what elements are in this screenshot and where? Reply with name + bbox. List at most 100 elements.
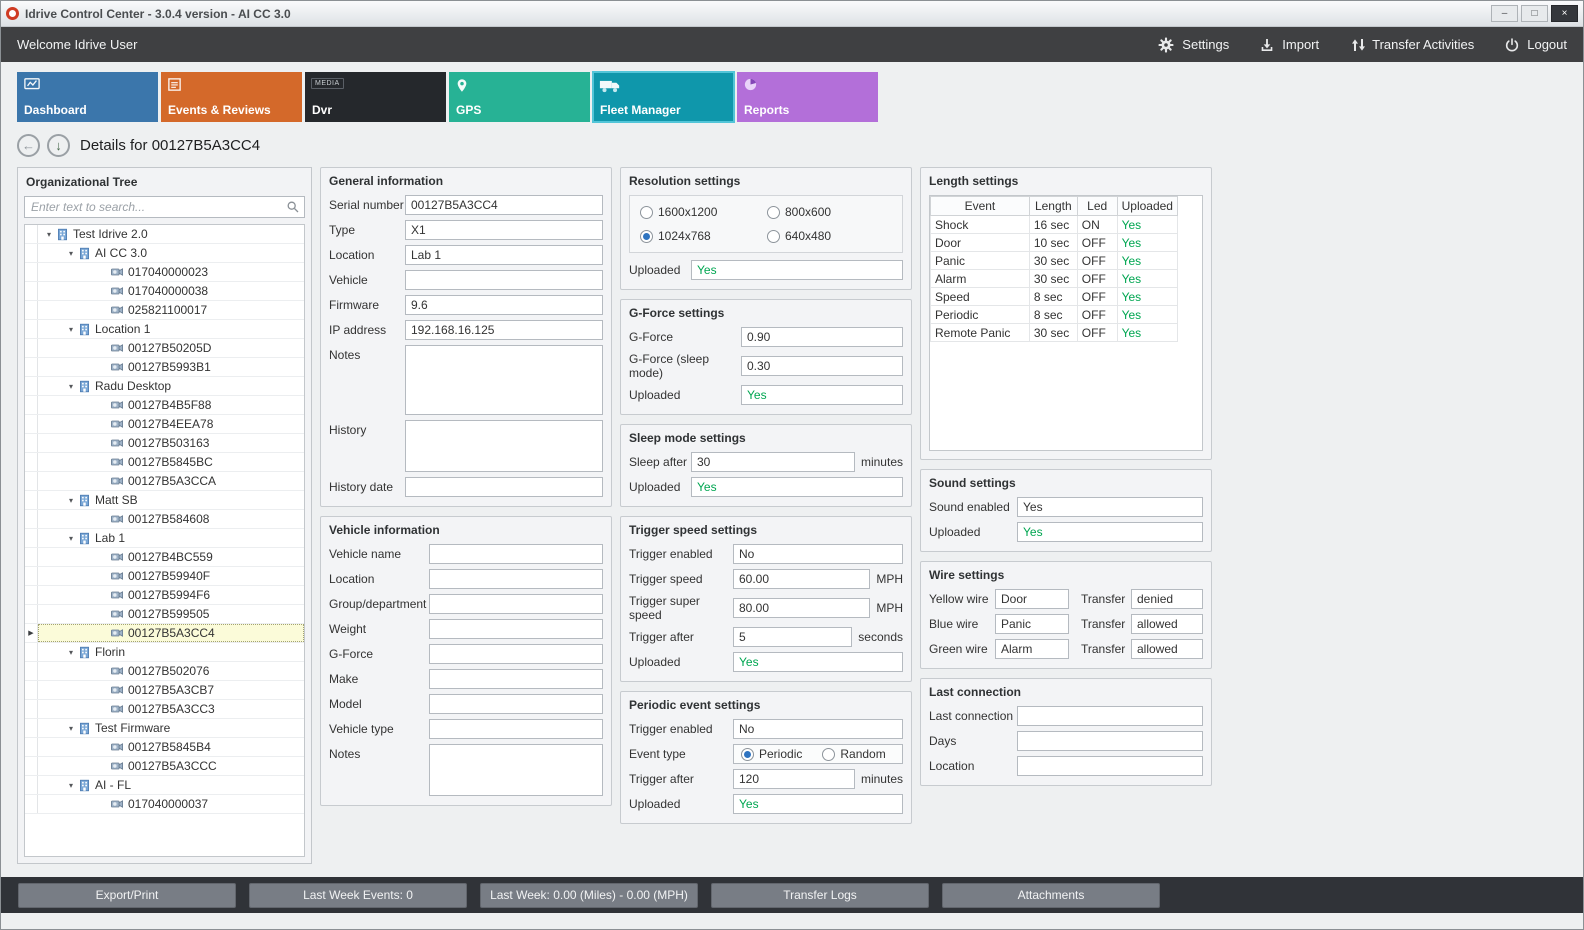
firmware-input[interactable] (405, 295, 603, 315)
tree-item[interactable]: ▾ AI CC 3.0 (25, 244, 304, 263)
wire-event-input[interactable] (995, 589, 1069, 609)
length-settings-row[interactable]: Remote Panic 30 sec OFF Yes (930, 323, 1179, 342)
settings-button[interactable]: Settings (1157, 36, 1229, 54)
tile-gps[interactable]: GPS (449, 72, 590, 122)
model-input[interactable] (429, 694, 603, 714)
last-location-input[interactable] (1017, 756, 1203, 776)
periodic-trigger-enabled-input[interactable] (733, 719, 903, 739)
length-settings-row[interactable]: Alarm 30 sec OFF Yes (930, 269, 1179, 288)
resolution-option-1024x768[interactable]: 1024x768 (640, 229, 765, 243)
serial-number-input[interactable] (405, 195, 603, 215)
tree-item[interactable]: ▾ 00127B5A3CB7 (25, 681, 304, 700)
tree-item[interactable]: ▾ 00127B4EEA78 (25, 415, 304, 434)
expand-arrow-icon[interactable]: ▾ (68, 780, 73, 790)
download-details-button[interactable]: ↓ (47, 134, 70, 157)
last-week-events-button[interactable]: Last Week Events: 0 (249, 882, 467, 908)
tile-fleet-manager[interactable]: Fleet Manager (592, 71, 735, 123)
vehicle-gforce-input[interactable] (429, 644, 603, 664)
tree-item[interactable]: ▾ 00127B5A3CC4 (25, 624, 304, 643)
event-type-random[interactable]: Random (822, 747, 886, 761)
resolution-option-800x600[interactable]: 800x600 (767, 205, 892, 219)
days-input[interactable] (1017, 731, 1203, 751)
tree-item[interactable]: ▾ Lab 1 (25, 529, 304, 548)
tile-dashboard[interactable]: Dashboard (17, 72, 158, 122)
notes-textarea[interactable] (405, 345, 603, 415)
tree-item[interactable]: ▾ 00127B4B5F88 (25, 396, 304, 415)
tree-item[interactable]: ▾ 00127B59940F (25, 567, 304, 586)
logout-button[interactable]: Logout (1504, 36, 1567, 54)
trigger-after-input[interactable] (733, 627, 853, 647)
maximize-button[interactable]: □ (1521, 5, 1548, 22)
tree-item[interactable]: ▾ 00127B5A3CCC (25, 757, 304, 776)
weight-input[interactable] (429, 619, 603, 639)
tree-item[interactable]: ▾ 00127B599505 (25, 605, 304, 624)
type-input[interactable] (405, 220, 603, 240)
gforce-sleep-input[interactable] (741, 356, 903, 376)
trigger-enabled-input[interactable] (733, 544, 903, 564)
tree-item[interactable]: ▾ 00127B502076 (25, 662, 304, 681)
tile-events-reviews[interactable]: Events & Reviews (161, 72, 302, 122)
make-input[interactable] (429, 669, 603, 689)
last-week-miles-button[interactable]: Last Week: 0.00 (Miles) - 0.00 (MPH) (480, 882, 698, 908)
expand-arrow-icon[interactable]: ▾ (68, 647, 73, 657)
wire-event-input[interactable] (995, 639, 1069, 659)
expand-arrow-icon[interactable]: ▾ (68, 495, 73, 505)
tree-item[interactable]: ▾ Test Idrive 2.0 (25, 225, 304, 244)
attachments-button[interactable]: Attachments (942, 882, 1160, 908)
tree-item[interactable]: ▾ 017040000023 (25, 263, 304, 282)
tree-item[interactable]: ▾ Location 1 (25, 320, 304, 339)
sleep-after-input[interactable] (691, 452, 855, 472)
transfer-logs-button[interactable]: Transfer Logs (711, 882, 929, 908)
vehicle-name-input[interactable] (429, 544, 603, 564)
expand-arrow-icon[interactable]: ▾ (68, 533, 73, 543)
vehicle-type-input[interactable] (429, 719, 603, 739)
search-input[interactable] (24, 196, 305, 218)
tree-item[interactable]: ▾ 00127B4BC559 (25, 548, 304, 567)
vehicle-input[interactable] (405, 270, 603, 290)
tile-dvr[interactable]: MEDIA Dvr (305, 72, 446, 122)
last-connection-input[interactable] (1017, 706, 1203, 726)
length-settings-row[interactable]: Panic 30 sec OFF Yes (930, 251, 1179, 270)
tree-item[interactable]: ▾ 00127B5A3CC3 (25, 700, 304, 719)
import-button[interactable]: Import (1259, 36, 1319, 54)
wire-transfer-input[interactable] (1131, 639, 1203, 659)
vehicle-location-input[interactable] (429, 569, 603, 589)
length-settings-row[interactable]: Shock 16 sec ON Yes (930, 215, 1179, 234)
back-button[interactable]: ← (17, 134, 40, 157)
tree-item[interactable]: ▾ Radu Desktop (25, 377, 304, 396)
group-department-input[interactable] (429, 594, 603, 614)
tree-item[interactable]: ▾ Test Firmware (25, 719, 304, 738)
tree-item[interactable]: ▾ Florin (25, 643, 304, 662)
close-button[interactable]: × (1551, 5, 1578, 22)
gforce-input[interactable] (741, 327, 903, 347)
tree-item[interactable]: ▾ 00127B50205D (25, 339, 304, 358)
resolution-option-1600x1200[interactable]: 1600x1200 (640, 205, 765, 219)
trigger-super-speed-input[interactable] (733, 598, 871, 618)
wire-event-input[interactable] (995, 614, 1069, 634)
trigger-speed-input[interactable] (733, 569, 871, 589)
length-settings-row[interactable]: Door 10 sec OFF Yes (930, 233, 1179, 252)
wire-transfer-input[interactable] (1131, 614, 1203, 634)
tree-item[interactable]: ▾ 00127B5845B4 (25, 738, 304, 757)
vehicle-notes-textarea[interactable] (429, 744, 603, 796)
tree-item[interactable]: ▾ 017040000038 (25, 282, 304, 301)
periodic-trigger-after-input[interactable] (733, 769, 855, 789)
tree-item[interactable]: ▾ 00127B5993B1 (25, 358, 304, 377)
transfer-activities-button[interactable]: Transfer Activities (1349, 36, 1474, 54)
event-type-periodic[interactable]: Periodic (741, 747, 802, 761)
expand-arrow-icon[interactable]: ▾ (68, 381, 73, 391)
wire-transfer-input[interactable] (1131, 589, 1203, 609)
tree-item[interactable]: ▾ 00127B584608 (25, 510, 304, 529)
resolution-option-640x480[interactable]: 640x480 (767, 229, 892, 243)
expand-arrow-icon[interactable]: ▾ (68, 723, 73, 733)
sound-enabled-input[interactable] (1017, 497, 1203, 517)
tree-item[interactable]: ▾ 00127B5845BC (25, 453, 304, 472)
length-settings-row[interactable]: Periodic 8 sec OFF Yes (930, 305, 1179, 324)
minimize-button[interactable]: – (1491, 5, 1518, 22)
length-settings-row[interactable]: Speed 8 sec OFF Yes (930, 287, 1179, 306)
location-input[interactable] (405, 245, 603, 265)
tree-item[interactable]: ▾ 00127B503163 (25, 434, 304, 453)
expand-arrow-icon[interactable]: ▾ (68, 324, 73, 334)
tree-item[interactable]: ▾ Matt SB (25, 491, 304, 510)
tree-item[interactable]: ▾ 017040000037 (25, 795, 304, 814)
